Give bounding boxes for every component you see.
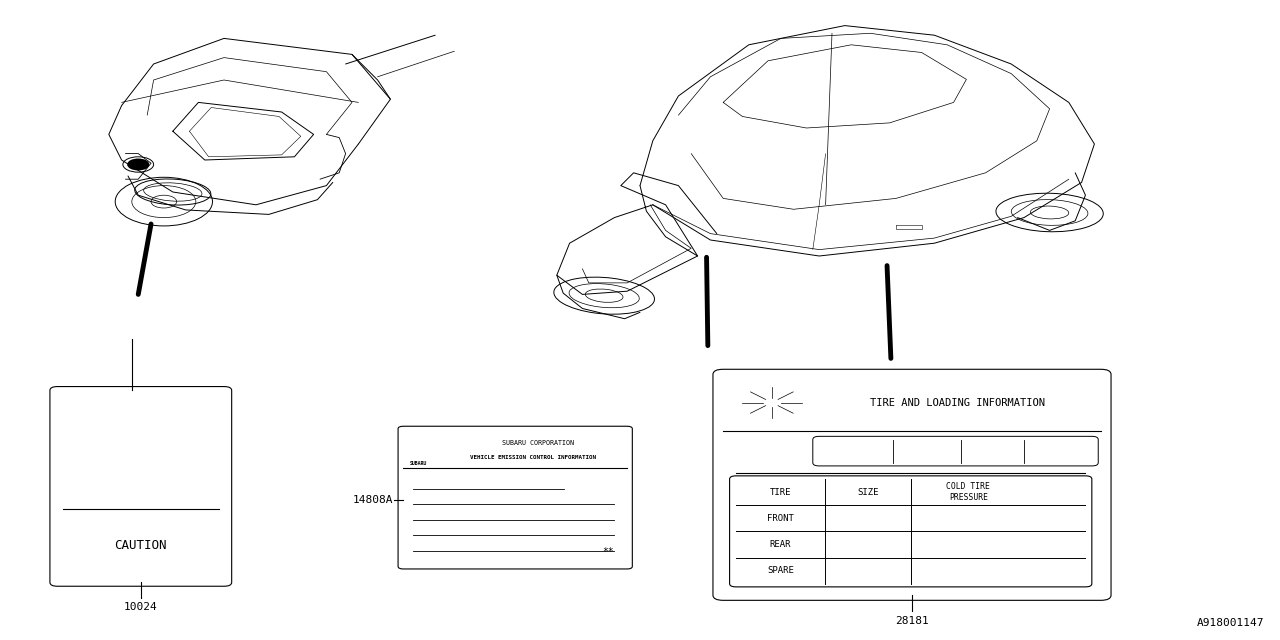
Text: VEHICLE EMISSION CONTROL INFORMATION: VEHICLE EMISSION CONTROL INFORMATION (470, 454, 596, 460)
Circle shape (128, 159, 148, 170)
Text: TIRE: TIRE (769, 488, 791, 497)
Text: 28181: 28181 (895, 616, 929, 626)
FancyBboxPatch shape (50, 387, 232, 586)
Text: **: ** (603, 547, 614, 557)
Text: 14808A: 14808A (352, 495, 393, 505)
FancyBboxPatch shape (813, 436, 1098, 466)
Text: CAUTION: CAUTION (114, 540, 168, 552)
Text: SUBARU: SUBARU (410, 461, 426, 466)
Text: 10024: 10024 (124, 602, 157, 612)
Text: SIZE: SIZE (858, 488, 878, 497)
FancyBboxPatch shape (713, 369, 1111, 600)
Text: COLD TIRE
PRESSURE: COLD TIRE PRESSURE (946, 483, 991, 502)
FancyBboxPatch shape (398, 426, 632, 569)
Text: SPARE: SPARE (767, 566, 794, 575)
FancyBboxPatch shape (730, 476, 1092, 587)
Text: FRONT: FRONT (767, 514, 794, 523)
Text: SUBARU CORPORATION: SUBARU CORPORATION (502, 440, 573, 445)
Text: A918001147: A918001147 (1197, 618, 1265, 628)
Text: REAR: REAR (769, 540, 791, 549)
Text: TIRE AND LOADING INFORMATION: TIRE AND LOADING INFORMATION (870, 397, 1044, 408)
